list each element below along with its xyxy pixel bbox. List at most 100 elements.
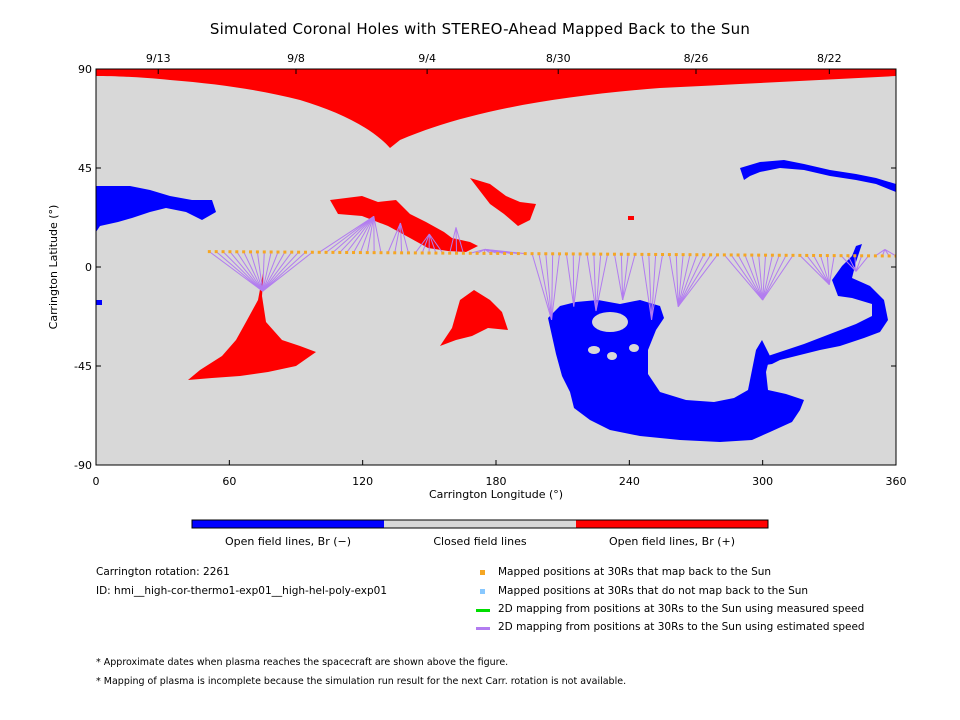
mapped-point <box>379 251 383 255</box>
mapped-point <box>221 250 225 254</box>
mapping-line <box>723 254 764 301</box>
mapped-point <box>764 253 768 257</box>
mapping-line <box>256 251 264 292</box>
date-tick-label: 9/13 <box>146 52 171 65</box>
date-tick-label: 9/8 <box>287 52 305 65</box>
mapping-line <box>586 253 597 312</box>
mapped-point <box>338 250 342 254</box>
northeast-negative-arc <box>740 160 896 192</box>
mapped-point <box>702 253 706 257</box>
mapping-line <box>648 254 653 320</box>
mapped-point <box>661 253 665 257</box>
mapping-line <box>573 253 581 307</box>
mapping-line <box>806 255 830 285</box>
mapped-point <box>297 250 301 254</box>
mapping-line <box>651 254 657 320</box>
mapped-point <box>214 250 218 254</box>
mapped-positions <box>207 250 896 258</box>
mapping-line <box>545 253 553 320</box>
mapping-line <box>538 253 553 320</box>
y-tick-label: -90 <box>74 459 92 472</box>
mapping-line <box>762 255 794 301</box>
legend-square-icon <box>480 589 485 594</box>
mapped-point <box>585 252 589 256</box>
mapping-line <box>762 255 780 301</box>
date-tick-label: 8/22 <box>817 52 842 65</box>
north-polar-positive-hole <box>96 69 896 148</box>
mapped-point <box>867 254 871 258</box>
mapped-point <box>873 254 877 258</box>
closed-island <box>607 352 617 360</box>
closed-island <box>592 312 628 332</box>
mapping-line <box>262 251 265 292</box>
mapped-point <box>358 251 362 255</box>
west-negative-patch <box>96 186 216 232</box>
closed-island <box>588 346 600 354</box>
colorbar-segment <box>384 520 576 528</box>
mapped-point <box>372 251 376 255</box>
mapped-point <box>324 250 328 254</box>
date-tick-label: 9/4 <box>418 52 436 65</box>
mapped-point <box>386 251 390 255</box>
mapped-point <box>825 254 829 258</box>
mapping-line <box>428 233 437 254</box>
field-regions <box>96 69 896 442</box>
mapping-line <box>399 222 409 254</box>
mapped-point <box>571 252 575 256</box>
mapping-line <box>455 227 458 254</box>
mapped-point <box>832 254 836 258</box>
mapping-line <box>762 255 773 301</box>
mapping-line <box>730 254 764 301</box>
mapped-point <box>818 254 822 258</box>
mapping-line <box>236 251 264 292</box>
mapped-point <box>619 252 623 256</box>
mapped-point <box>715 253 719 257</box>
mapping-line <box>762 255 767 301</box>
mapping-line <box>613 254 624 301</box>
mapped-point <box>626 252 630 256</box>
mapped-point <box>482 251 486 255</box>
mapped-point <box>406 251 410 255</box>
y-tick-label: 0 <box>85 261 92 274</box>
mapped-point <box>743 253 747 257</box>
mapping-line <box>677 254 705 307</box>
mapped-point <box>887 254 891 258</box>
mapped-point <box>228 250 232 254</box>
mapped-point <box>523 252 527 256</box>
mapping-line <box>572 253 575 307</box>
mid-north-positive-patch <box>330 196 478 252</box>
mapped-point <box>413 251 417 255</box>
mapping-line <box>359 216 375 253</box>
chart-title: Simulated Coronal Holes with STEREO-Ahea… <box>209 20 751 38</box>
mapping-line <box>209 251 263 292</box>
mapping-line <box>595 254 609 312</box>
mapping-line <box>744 254 764 301</box>
mapped-point <box>688 253 692 257</box>
tiny-positive-patch <box>628 216 634 220</box>
mapped-point <box>290 250 294 254</box>
mapping-line <box>373 216 382 253</box>
mapping-line <box>826 255 830 285</box>
closed-island <box>629 344 639 352</box>
mapped-point <box>798 253 802 257</box>
note-incomplete: * Mapping of plasma is incomplete becaus… <box>96 676 627 687</box>
mapped-point <box>317 250 321 254</box>
mapping-line <box>813 255 830 285</box>
mapped-point <box>805 253 809 257</box>
axes: 0 60 120 180 240 300 360 -90 -45 0 45 90 9/13 9/8 9/4 8… <box>74 52 906 488</box>
mapped-point <box>303 250 307 254</box>
mapped-point <box>612 252 616 256</box>
legend-line-icon <box>476 627 490 630</box>
mapping-line <box>366 216 375 253</box>
mapped-point <box>393 251 397 255</box>
date-tick-label: 8/30 <box>546 52 571 65</box>
south-negative-hole <box>548 300 804 442</box>
legend-label: Mapped positions at 30Rs that map back t… <box>498 566 772 578</box>
y-axis-label: Carrington Latitude (°) <box>47 205 60 330</box>
mapped-point <box>695 253 699 257</box>
mapping-line <box>595 254 602 312</box>
mapping-line <box>840 255 857 272</box>
mapping-line <box>668 254 679 307</box>
mapping-line <box>641 254 653 320</box>
